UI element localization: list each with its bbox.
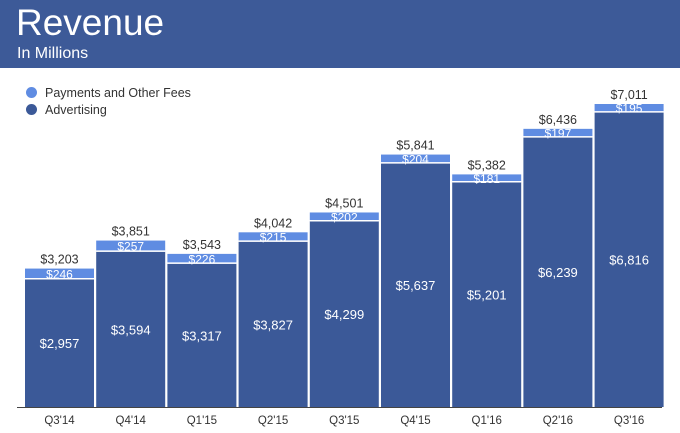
payments-label: $215 — [260, 230, 287, 244]
bar-payments — [381, 154, 450, 163]
x-tick-label: Q2'15 — [258, 415, 288, 427]
advertising-label: $3,827 — [253, 317, 293, 332]
advertising-label: $2,957 — [40, 336, 80, 351]
total-label: $7,011 — [610, 88, 647, 102]
bar-advertising — [25, 279, 94, 407]
x-tick-label: Q4'15 — [400, 415, 430, 427]
x-tick-label: Q2'16 — [543, 415, 573, 427]
legend: Payments and Other Fees Advertising — [26, 84, 191, 118]
bar-payments — [167, 253, 237, 263]
total-label: $6,436 — [539, 113, 577, 127]
x-tick-label: Q4'14 — [116, 415, 147, 427]
chart-header: Revenue In Millions — [0, 0, 680, 68]
chart-subtitle: In Millions — [17, 45, 89, 62]
x-tick-label: Q3'15 — [329, 415, 359, 427]
advertising-label: $6,239 — [538, 265, 578, 280]
legend-label: Advertising — [45, 102, 107, 117]
advertising-label: $6,816 — [609, 253, 649, 268]
legend-label: Payments and Other Fees — [45, 85, 191, 100]
bar-advertising — [381, 163, 450, 407]
payments-label: $204 — [402, 152, 429, 166]
total-label: $5,382 — [468, 158, 506, 172]
chart-title: Revenue — [16, 2, 165, 43]
payments-label: $202 — [331, 210, 358, 224]
advertising-label: $4,299 — [324, 307, 364, 322]
total-label: $5,841 — [396, 139, 434, 153]
bar-advertising — [309, 221, 379, 407]
legend-swatch — [26, 87, 37, 98]
bar-advertising — [523, 137, 593, 407]
bar-advertising — [167, 263, 237, 407]
payments-label: $226 — [189, 252, 216, 266]
payments-label: $181 — [473, 172, 500, 186]
bar-advertising — [96, 251, 166, 407]
advertising-label: $5,637 — [396, 278, 436, 293]
bar-payments — [523, 128, 593, 137]
total-label: $3,203 — [40, 253, 78, 267]
bar-advertising — [594, 112, 664, 408]
bar-advertising — [452, 182, 522, 407]
payments-label: $257 — [117, 240, 144, 254]
x-tick-label: Q3'16 — [614, 415, 644, 427]
bar-payments — [96, 240, 166, 251]
legend-item-advertising: Advertising — [26, 101, 191, 118]
bar-advertising — [238, 241, 308, 407]
total-label: $3,543 — [183, 238, 221, 252]
bar-payments — [25, 268, 94, 279]
advertising-label: $3,317 — [182, 328, 222, 343]
bar-payments — [594, 104, 664, 112]
payments-label: $197 — [545, 127, 572, 141]
bar-payments — [238, 232, 308, 241]
advertising-label: $5,201 — [467, 288, 507, 303]
legend-item-payments: Payments and Other Fees — [26, 84, 191, 101]
x-tick-label: Q3'14 — [44, 415, 75, 427]
payments-label: $246 — [46, 267, 73, 281]
bar-payments — [452, 174, 522, 182]
payments-label: $195 — [616, 102, 643, 116]
legend-swatch — [26, 104, 37, 115]
total-label: $4,042 — [254, 216, 292, 230]
x-tick-label: Q1'16 — [472, 415, 502, 427]
x-tick-label: Q1'15 — [187, 415, 217, 427]
advertising-label: $3,594 — [111, 322, 151, 337]
total-label: $3,851 — [112, 225, 150, 239]
bar-payments — [309, 212, 379, 221]
total-label: $4,501 — [325, 196, 363, 210]
